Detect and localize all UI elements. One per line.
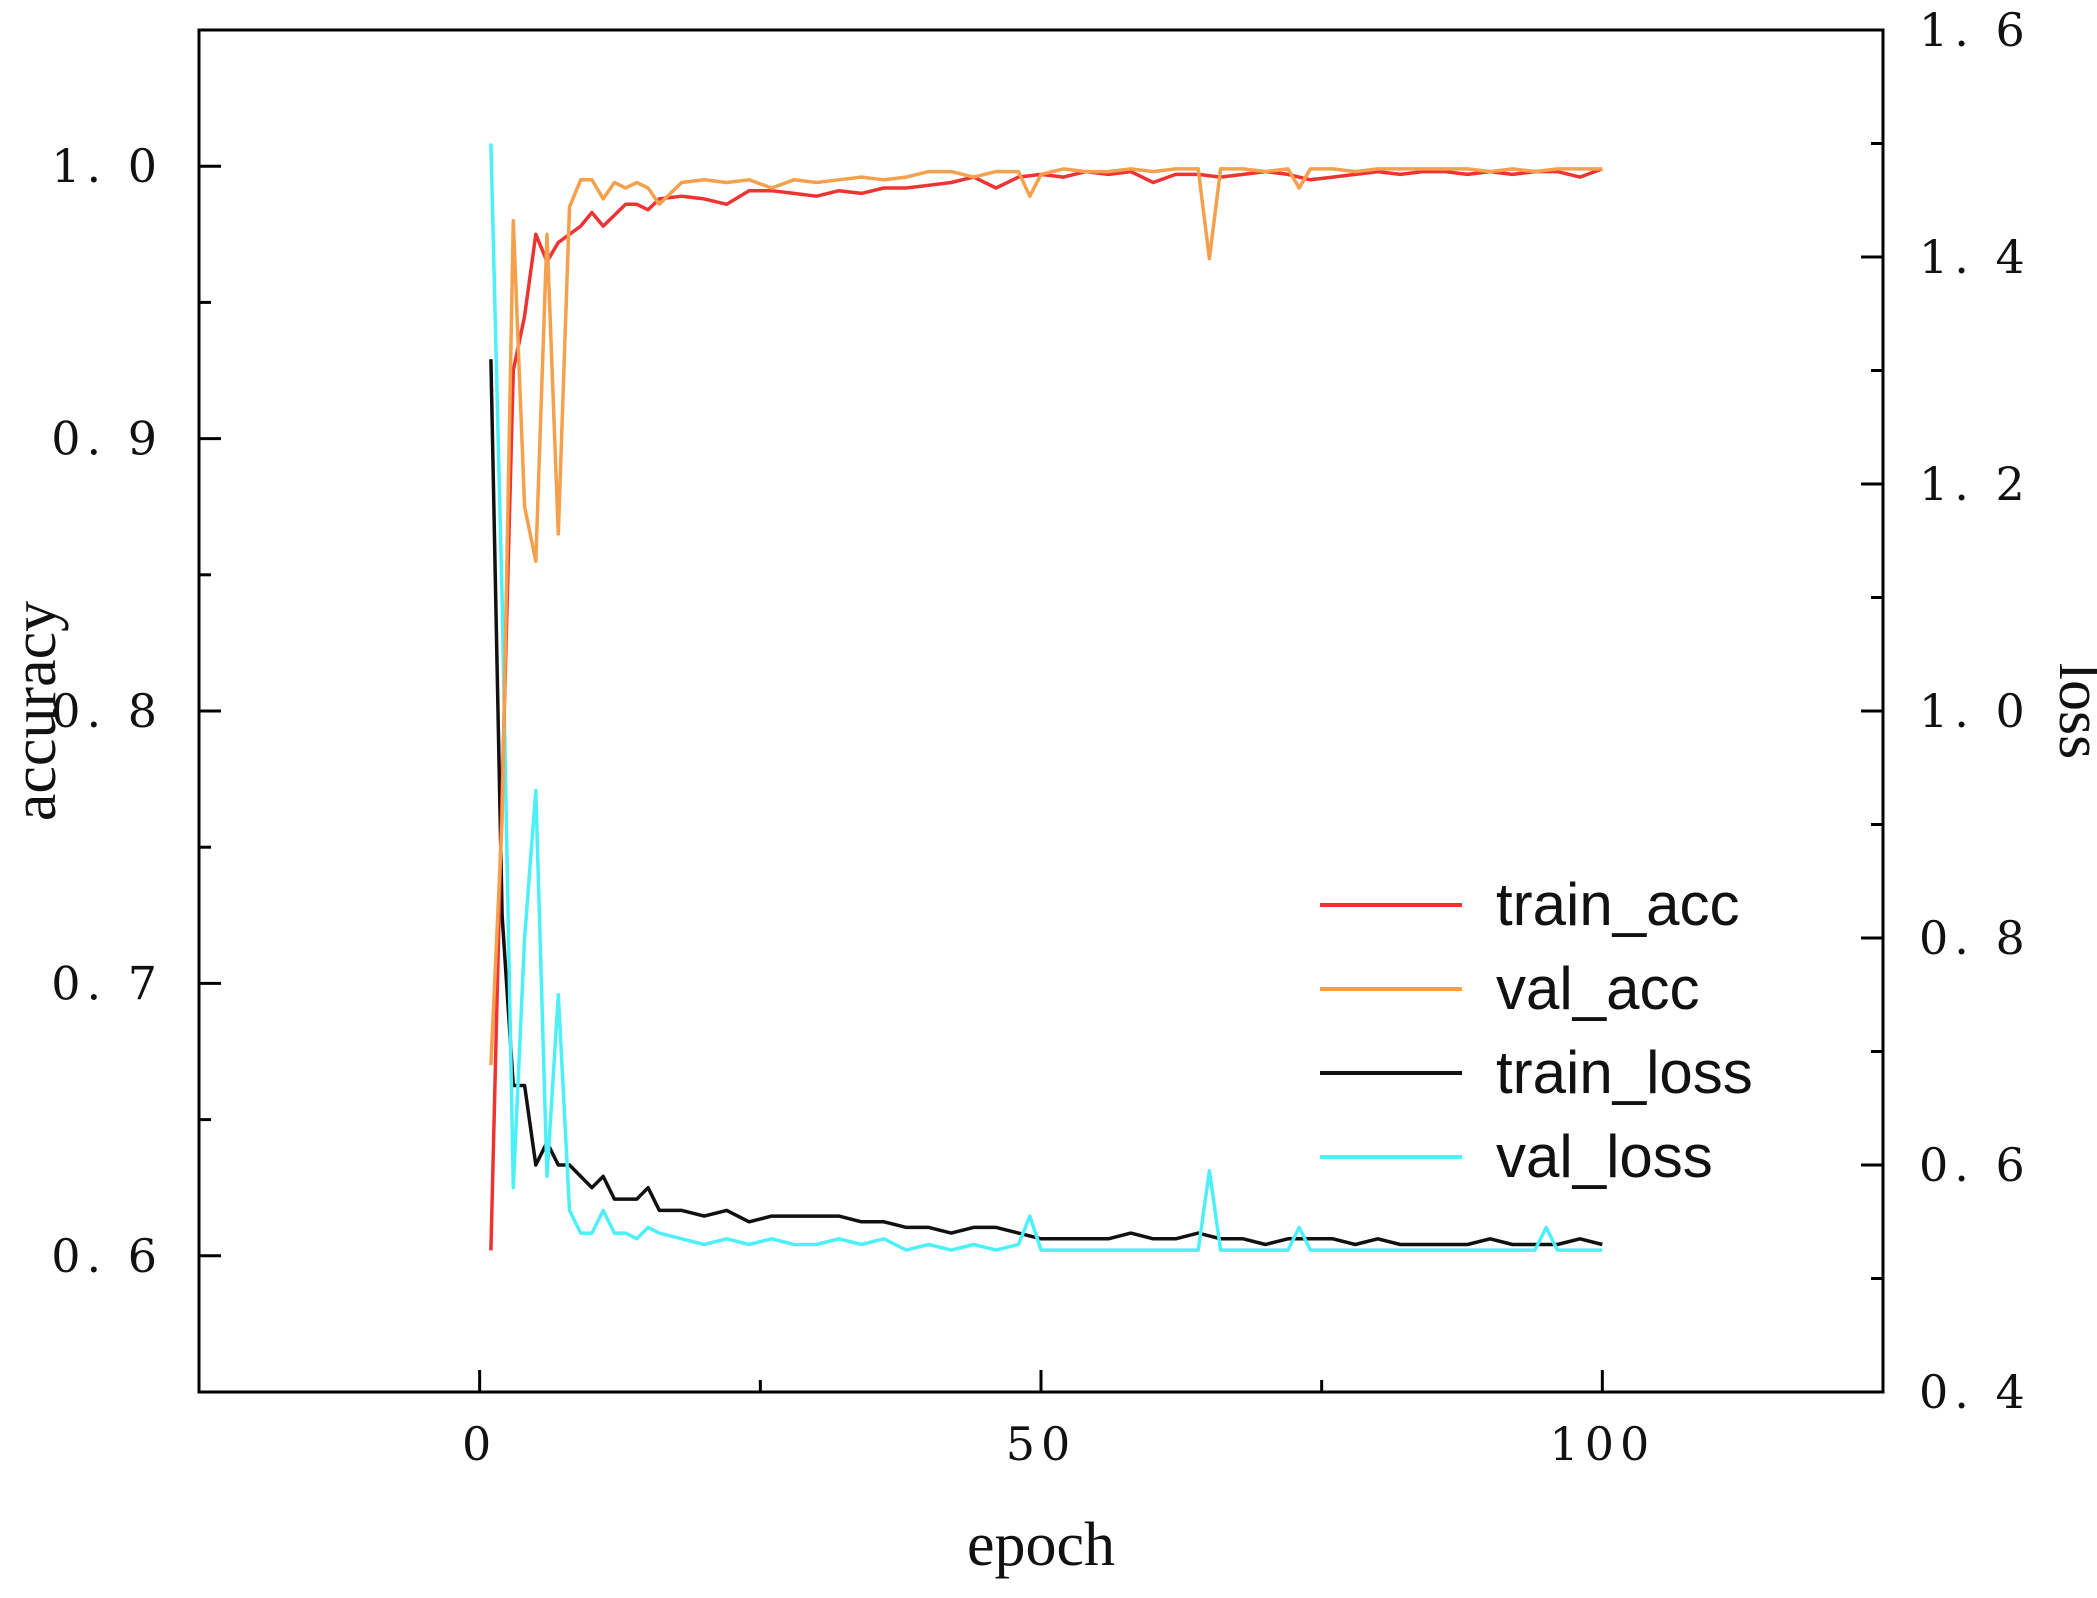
y-left-tick-label: 0. 6 <box>51 1229 163 1283</box>
series-line-val-acc <box>489 167 1603 1066</box>
x-tick-label: 100 <box>1549 1417 1655 1471</box>
y-left-axis-ticks: 0. 6 0. 7 0. 8 0. 9 1. 0 <box>51 28 221 1394</box>
legend: train_acc val_acc train_loss val_loss <box>1320 871 1753 1190</box>
series-line-val-loss <box>489 143 1603 1252</box>
legend-label-val-loss: val_loss <box>1496 1123 1713 1190</box>
y-left-tick-label: 0. 8 <box>51 684 163 738</box>
y-left-tick-label: 1. 0 <box>51 139 163 193</box>
y-left-axis-title: accuracy <box>1 601 69 821</box>
x-tick-label: 0 <box>462 1417 497 1471</box>
y-left-tick-label: 0. 7 <box>51 956 163 1010</box>
y-right-tick-label: 1. 4 <box>1919 230 2031 284</box>
series-lines <box>489 143 1603 1252</box>
y-right-axis-ticks: 0. 4 0. 6 0. 8 1. 0 1. 2 1. 4 1. 6 <box>1861 3 2031 1419</box>
y-right-tick-label: 0. 4 <box>1919 1365 2031 1419</box>
legend-label-val-acc: val_acc <box>1496 955 1699 1022</box>
y-right-tick-label: 1. 6 <box>1919 3 2031 57</box>
y-left-tick-label: 0. 9 <box>51 412 163 466</box>
y-right-tick-label: 1. 0 <box>1919 684 2031 738</box>
legend-label-train-acc: train_acc <box>1496 871 1739 938</box>
y-right-axis-title: loss <box>2046 663 2097 759</box>
legend-label-train-loss: train_loss <box>1496 1039 1753 1106</box>
series-line-train-loss <box>489 359 1603 1247</box>
x-tick-label: 50 <box>1006 1417 1077 1471</box>
x-axis-title: epoch <box>967 1511 1115 1579</box>
y-right-tick-label: 1. 2 <box>1919 457 2031 511</box>
y-right-tick-label: 0. 6 <box>1919 1138 2031 1192</box>
series-line-train-acc <box>489 167 1603 1251</box>
x-axis-ticks: 0 50 100 <box>462 1370 1655 1471</box>
y-right-tick-label: 0. 8 <box>1919 911 2031 965</box>
